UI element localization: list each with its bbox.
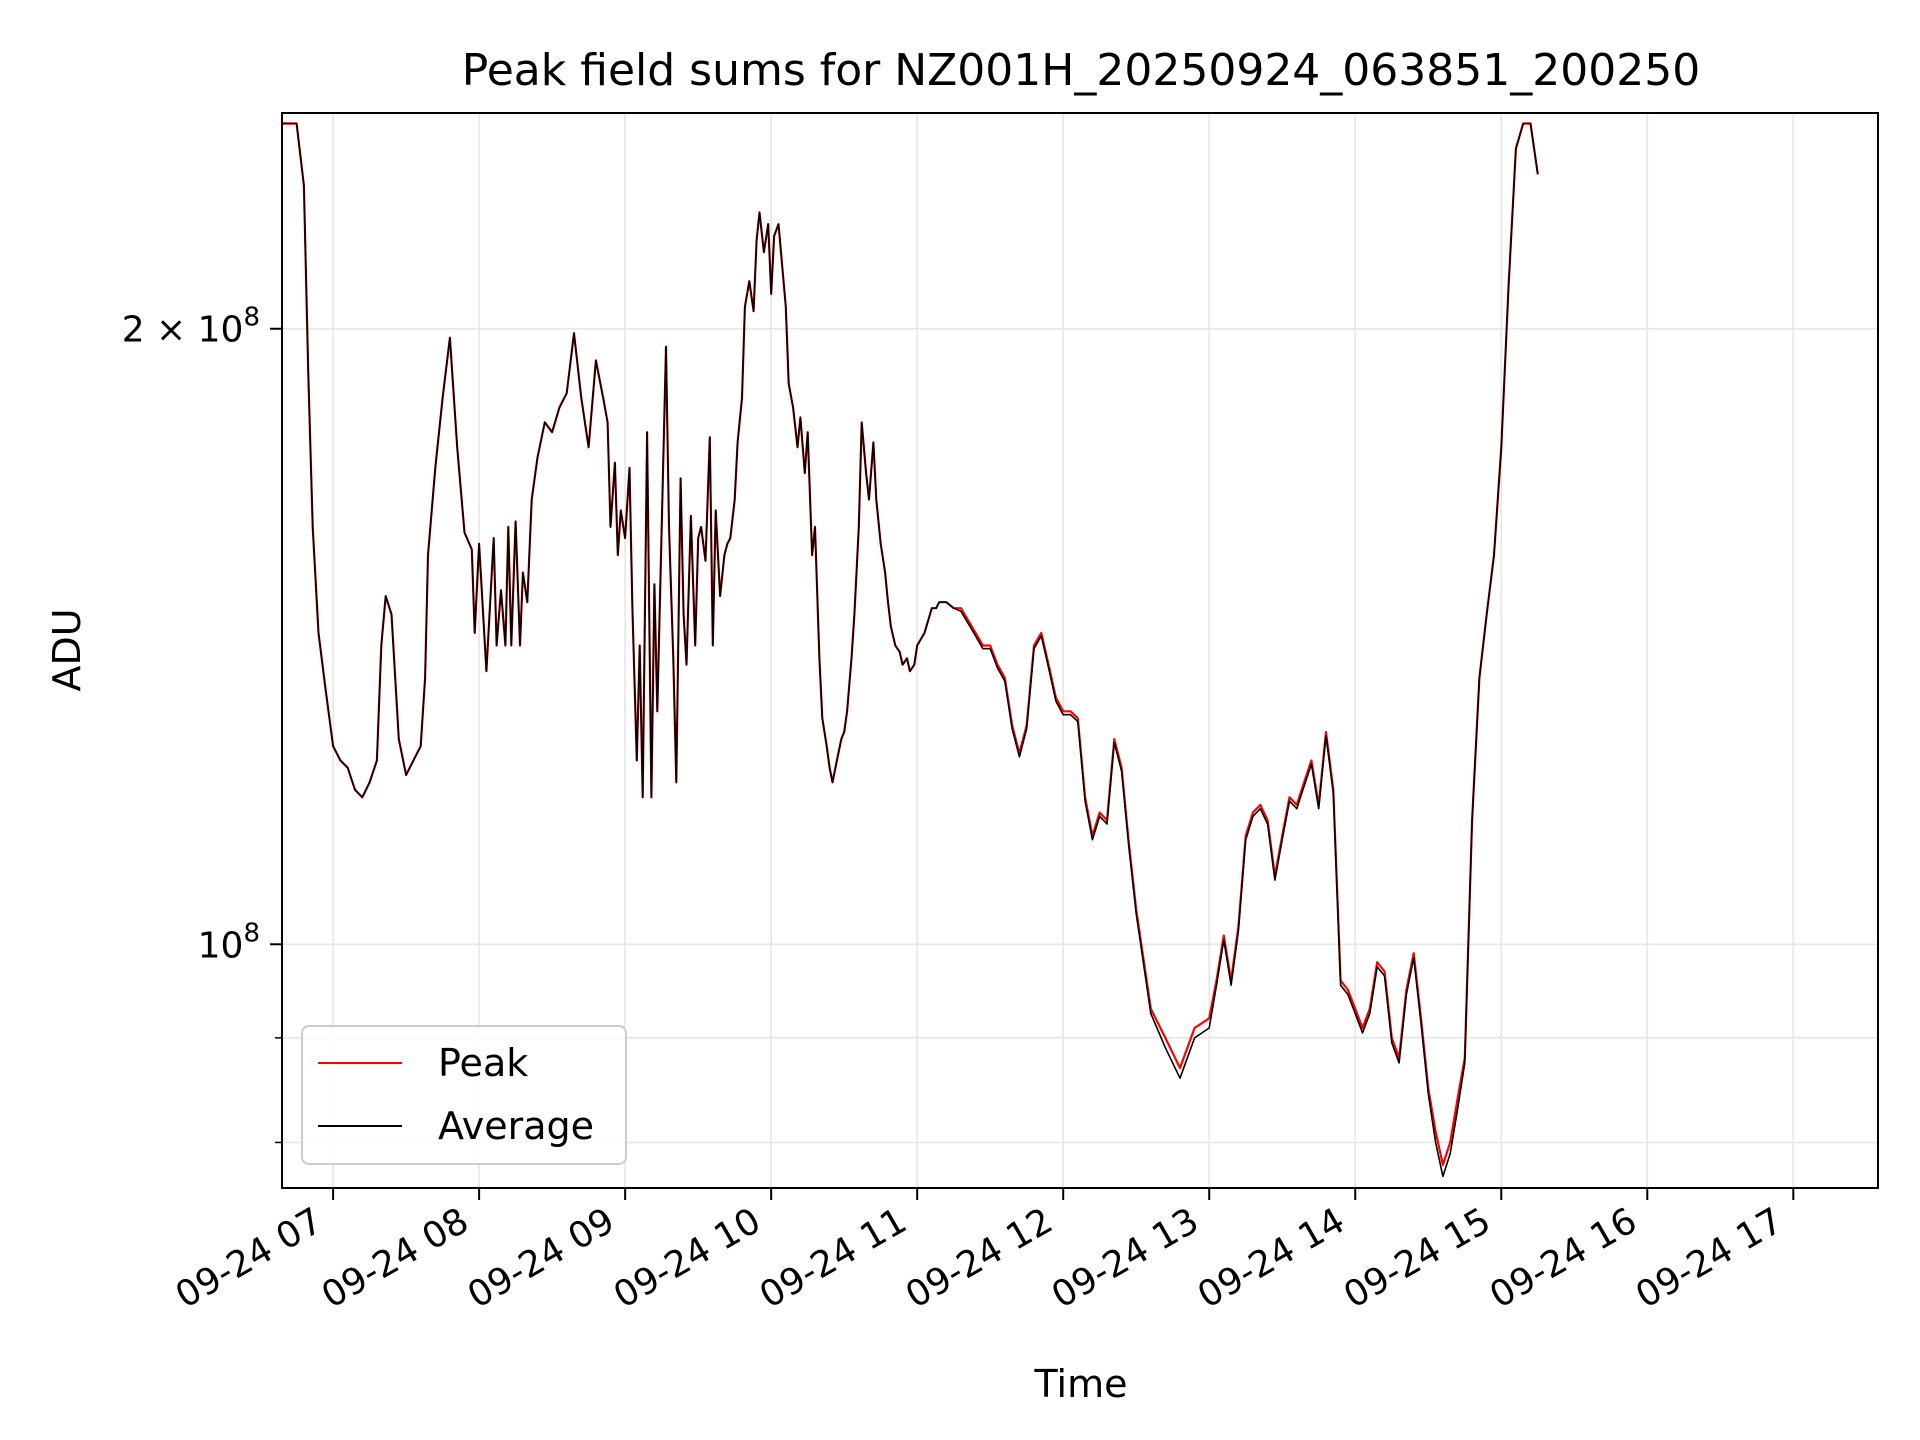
series-line-average	[282, 122, 1539, 1178]
series-lines	[282, 122, 1539, 1178]
chart-title: Peak field sums for NZ001H_20250924_0638…	[462, 45, 1700, 96]
y-axis-ticks: 2 × 108 108	[122, 303, 282, 1144]
x-axis-label: Time	[1034, 1362, 1128, 1406]
y-tick-label: 108	[198, 918, 260, 966]
legend-label-average: Average	[438, 1104, 594, 1148]
plot-frame	[281, 112, 1879, 1189]
legend-box	[301, 1025, 627, 1165]
y-tick-label: 2 × 108	[122, 303, 260, 351]
legend: Peak Average	[301, 1025, 627, 1165]
grid	[282, 113, 1878, 1188]
legend-label-peak: Peak	[438, 1041, 528, 1085]
y-axis-label: ADU	[45, 608, 89, 691]
